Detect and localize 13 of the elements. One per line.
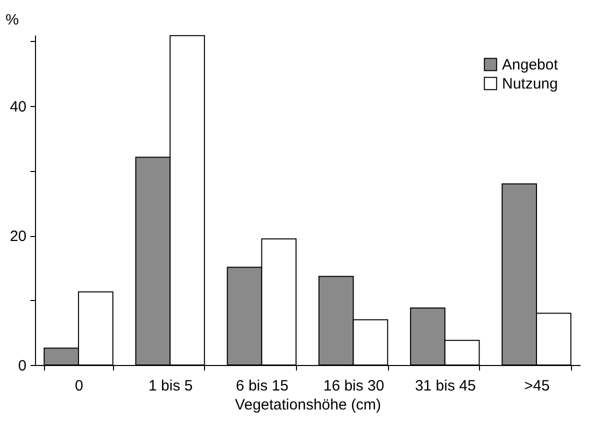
y-tick-label: 20 bbox=[10, 228, 26, 246]
legend-label: Angebot bbox=[502, 56, 559, 74]
x-tick-label: 1 bis 5 bbox=[148, 378, 193, 394]
x-tick-label: 0 bbox=[74, 378, 84, 394]
x-axis-title: Vegetationshöhe (cm) bbox=[235, 396, 381, 414]
x-tick-label: 31 bis 45 bbox=[414, 378, 476, 394]
x-tick-label: 6 bis 15 bbox=[236, 378, 288, 394]
y-tick-label: 40 bbox=[10, 98, 26, 116]
x-tick-label: 16 bis 30 bbox=[323, 378, 384, 394]
legend-label: Nutzung bbox=[502, 76, 558, 92]
y-tick-label: 0 bbox=[18, 358, 26, 374]
x-tick-label: >45 bbox=[524, 378, 550, 394]
y-axis-title: % bbox=[6, 12, 19, 28]
